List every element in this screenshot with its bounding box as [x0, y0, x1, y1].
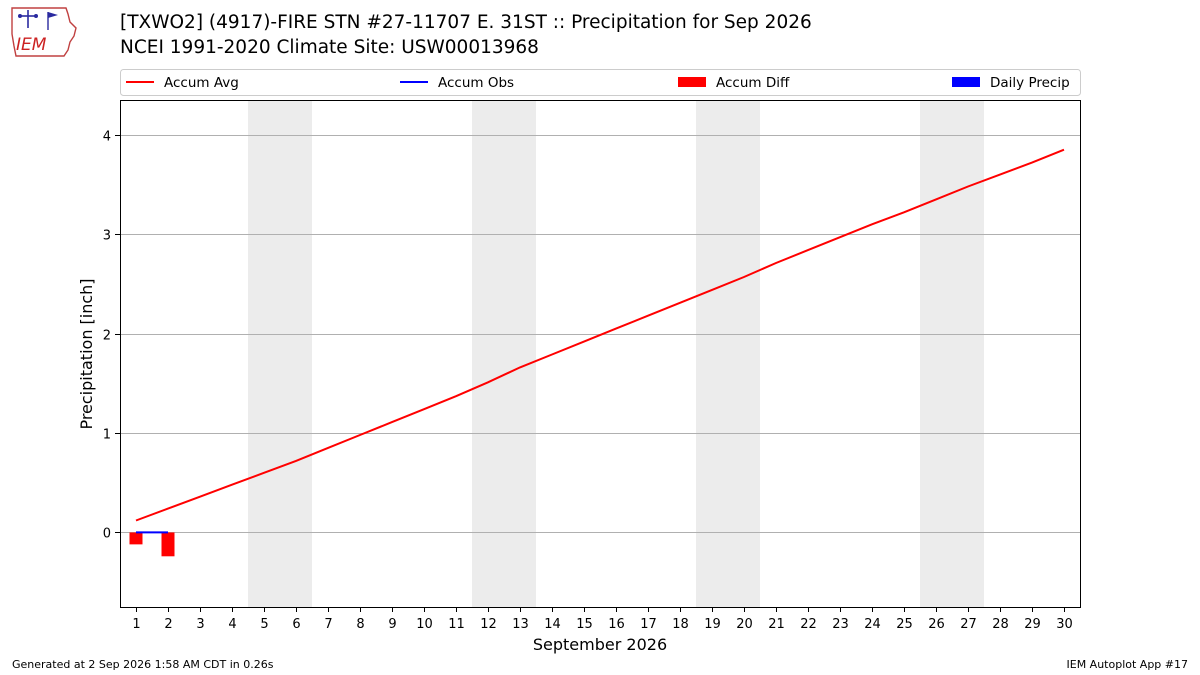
iem-logo: IEM: [11, 7, 77, 57]
chart-subtitle: NCEI 1991-2020 Climate Site: USW00013968: [120, 37, 539, 58]
legend-label: Accum Diff: [716, 75, 790, 91]
x-tick-label: 5: [260, 617, 268, 632]
weekend-shading: [248, 100, 984, 607]
x-tick-label: 2: [164, 617, 172, 632]
x-tick-label: 17: [640, 617, 657, 632]
x-tick-label: 18: [672, 617, 689, 632]
y-tick-label: 1: [103, 428, 111, 443]
x-tick-label: 6: [292, 617, 300, 632]
weekend-band: [696, 100, 760, 607]
legend-swatch-bar: [952, 77, 980, 87]
x-tick-label: 25: [896, 617, 913, 632]
x-tick-label: 13: [512, 617, 529, 632]
x-tick-label: 27: [960, 617, 977, 632]
plot-frame: [120, 100, 1081, 608]
x-tick-label: 29: [1024, 617, 1041, 632]
x-tick-label: 11: [448, 617, 465, 632]
y-tick-label: 3: [103, 229, 111, 244]
x-tick-label: 26: [928, 617, 945, 632]
app-note: IEM Autoplot App #17: [1066, 658, 1189, 671]
x-tick-label: 21: [768, 617, 785, 632]
generated-note: Generated at 2 Sep 2026 1:58 AM CDT in 0…: [12, 658, 274, 671]
x-tick-label: 3: [196, 617, 204, 632]
x-tick-label: 30: [1056, 617, 1073, 632]
x-tick-label: 20: [736, 617, 753, 632]
x-tick-label: 22: [800, 617, 817, 632]
x-tick-label: 7: [324, 617, 332, 632]
legend-label: Accum Obs: [438, 75, 514, 91]
x-tick-label: 28: [992, 617, 1009, 632]
legend: Accum Avg Accum Obs Accum Diff Daily Precip: [120, 69, 1081, 96]
x-tick-label: 23: [832, 617, 849, 632]
legend-label: Accum Avg: [164, 75, 239, 91]
y-axis-label: Precipitation [inch]: [77, 278, 96, 429]
line-accum-avg: [135, 148, 1065, 522]
weekend-band: [920, 100, 984, 607]
bar-accum-diff: [161, 532, 175, 557]
y-tick-label: 4: [103, 130, 111, 145]
series-lines: [135, 148, 1065, 534]
diff-bars: [129, 532, 175, 557]
x-axis-ticks: 1 2 3 4 5 6 7 8 9 10 11 12 13 14 15 16 17 18 19 20 21 22 23 24 2…: [132, 607, 1073, 632]
y-tick-label: 2: [103, 329, 111, 344]
logo-text: IEM: [16, 35, 47, 55]
x-tick-label: 24: [864, 617, 881, 632]
x-tick-label: 12: [480, 617, 497, 632]
x-tick-label: 9: [388, 617, 396, 632]
weekend-band: [472, 100, 536, 607]
chart-title: [TXWO2] (4917)-FIRE STN #27-11707 E. 31S…: [120, 12, 812, 33]
x-tick-label: 1: [132, 617, 140, 632]
y-tick-label: 0: [103, 527, 111, 542]
legend-swatch-bar: [678, 77, 706, 87]
legend-label: Daily Precip: [990, 75, 1070, 91]
y-axis-ticks: 0 1 2 3 4: [103, 130, 120, 542]
y-gridlines: [120, 135, 1080, 533]
x-tick-label: 14: [544, 617, 561, 632]
x-tick-label: 4: [228, 617, 236, 632]
x-axis-label: September 2026: [533, 635, 667, 654]
x-tick-label: 19: [704, 617, 721, 632]
x-tick-label: 8: [356, 617, 364, 632]
x-tick-label: 15: [576, 617, 593, 632]
x-tick-label: 16: [608, 617, 625, 632]
legend-box: [120, 69, 1081, 96]
weekend-band: [248, 100, 312, 607]
x-tick-label: 10: [416, 617, 433, 632]
bar-accum-diff: [129, 532, 143, 545]
